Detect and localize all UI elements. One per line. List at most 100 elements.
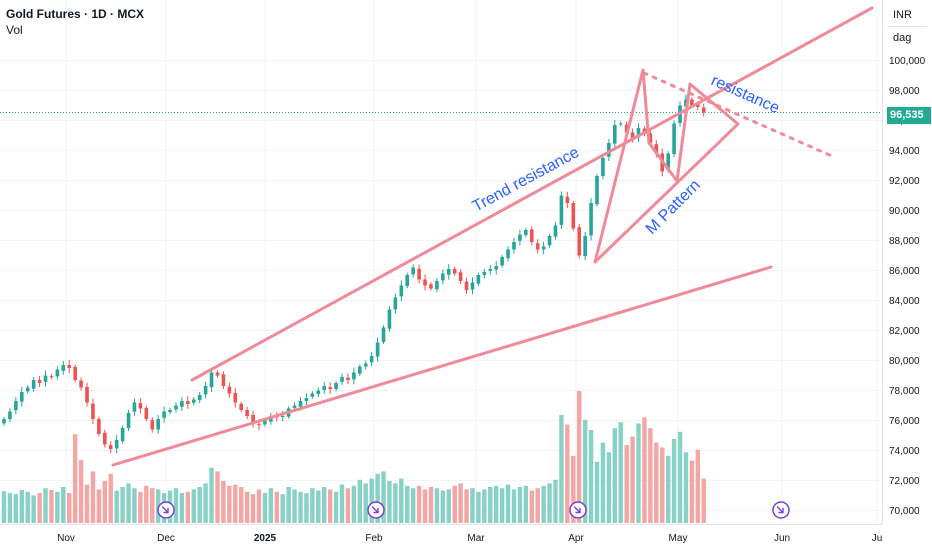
price-scale-units[interactable]: INR dag — [887, 4, 927, 49]
volume-bar — [701, 478, 706, 523]
volume-bar — [262, 493, 268, 523]
volume-bar — [43, 488, 48, 523]
candle-body — [624, 124, 629, 133]
candle-body — [186, 401, 190, 404]
candle-body — [607, 143, 611, 157]
volume-bar — [683, 452, 689, 523]
candle-body — [215, 372, 220, 376]
volume-bar — [470, 488, 475, 523]
volume-bar — [689, 460, 695, 523]
volume-bar — [256, 489, 262, 523]
volume-bar — [606, 452, 612, 523]
candle-body — [417, 268, 421, 280]
candle-body — [358, 366, 362, 374]
volume-bar — [304, 493, 309, 523]
event-marker-icon[interactable] — [157, 501, 175, 519]
candle-body — [411, 267, 415, 275]
candle-body — [363, 363, 368, 367]
candle-body — [696, 104, 700, 107]
volume-bars — [1, 391, 706, 523]
candle-body — [529, 229, 534, 242]
candle-body — [405, 275, 410, 287]
volume-bar — [333, 491, 339, 523]
volume-bar — [428, 487, 434, 523]
candle-body — [233, 392, 238, 403]
volume-bar — [600, 442, 606, 523]
volume-bar — [280, 494, 285, 523]
candle-body — [156, 419, 160, 430]
candle-body — [292, 405, 297, 408]
volume-bar — [203, 483, 208, 523]
volume-bar — [310, 488, 315, 523]
volume-bar — [488, 487, 493, 523]
volume-bar — [517, 487, 523, 523]
candle-body — [369, 356, 374, 363]
volume-bar — [345, 488, 351, 523]
candle-body — [387, 309, 392, 329]
volume-bar — [19, 490, 24, 523]
candle-body — [138, 403, 143, 409]
event-marker-icon[interactable] — [367, 501, 385, 519]
symbol-title[interactable]: Gold Futures · 1D · MCX — [6, 7, 144, 21]
volume-bar — [405, 485, 410, 523]
y-tick-label: 72,000 — [889, 476, 920, 487]
candle-body — [73, 366, 77, 380]
candle-body — [49, 376, 54, 378]
volume-label[interactable]: Vol — [6, 23, 23, 37]
candle-body — [476, 275, 481, 284]
volume-bar — [185, 491, 191, 523]
candle-body — [168, 410, 172, 413]
volume-bar — [55, 491, 60, 523]
volume-bar — [150, 488, 155, 523]
candle-body — [630, 132, 635, 139]
candle-body — [553, 225, 558, 237]
volume-bar — [547, 483, 552, 523]
x-axis[interactable]: Nov Dec 2025 Feb Mar Apr May Jun Ju — [0, 524, 883, 545]
volume-bar — [37, 493, 42, 523]
candle-body — [91, 403, 95, 419]
candle-body — [162, 411, 166, 418]
candle-body — [577, 227, 582, 256]
volume-bar — [588, 430, 594, 523]
volume-bar — [351, 485, 357, 523]
volume-bar — [274, 491, 279, 523]
candle-body — [435, 281, 439, 290]
event-marker-icon[interactable] — [772, 501, 790, 519]
volume-bar — [250, 494, 256, 523]
candle-body — [120, 428, 125, 442]
x-tick-label: Mar — [467, 533, 485, 544]
event-marker-icon[interactable] — [569, 501, 587, 519]
x-tick-label: Ju — [872, 533, 883, 544]
volume-bar — [452, 485, 457, 523]
candle-body — [648, 133, 653, 143]
y-axis[interactable]: 70,000 72,000 74,000 76,000 78,000 80,000 82,0… — [882, 0, 932, 550]
trend-resistance-line — [190, 6, 874, 382]
currency-label[interactable]: INR — [893, 9, 912, 21]
candle-body — [280, 416, 285, 417]
volume-bar — [476, 491, 481, 523]
candle-body — [304, 398, 309, 401]
candles — [2, 94, 706, 454]
volume-bar — [594, 461, 600, 523]
volume-bar — [582, 419, 588, 523]
trend-resistance-label: Trend resistance — [470, 144, 582, 216]
x-tick-label: Apr — [568, 533, 584, 544]
candle-body — [150, 420, 155, 430]
candle-body — [316, 390, 321, 395]
unit-label[interactable]: dag — [893, 32, 912, 44]
m-pattern-base-line — [593, 122, 740, 264]
volume-bar — [49, 490, 54, 523]
volume-bar — [571, 455, 576, 523]
candle-body — [174, 405, 178, 410]
candle-body — [547, 236, 552, 246]
volume-bar — [339, 484, 345, 523]
volume-bar — [416, 485, 422, 523]
volume-bar — [440, 490, 446, 523]
volume-bar — [197, 487, 202, 523]
candle-body — [565, 196, 570, 203]
candle-body — [535, 243, 540, 250]
candle-body — [666, 153, 670, 171]
price-scale-bg — [882, 0, 932, 550]
candle-body — [672, 123, 676, 155]
